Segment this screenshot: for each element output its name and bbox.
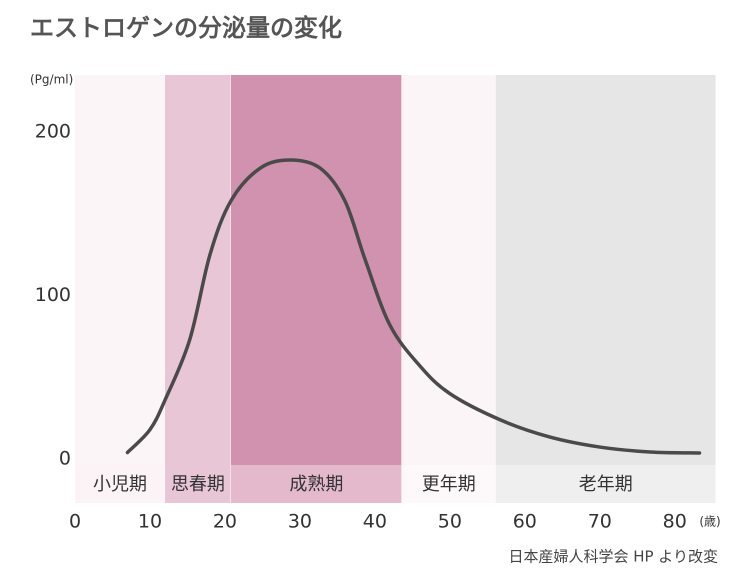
stage-label-bg	[230, 465, 402, 503]
x-tick-label: 30	[288, 511, 312, 533]
x-tick-label: 60	[513, 511, 537, 533]
stage-label: 小児期	[93, 474, 147, 495]
x-tick-label: 80	[663, 511, 687, 533]
stage-band	[401, 75, 496, 465]
stage-band	[495, 75, 716, 465]
x-tick-label: 40	[363, 511, 387, 533]
estrogen-line	[125, 158, 702, 455]
x-tick-label: 0	[69, 511, 81, 533]
stage-label: 思春期	[171, 474, 225, 495]
stage-label: 更年期	[422, 474, 476, 495]
stage-label-bg	[164, 465, 231, 503]
x-tick-label: 20	[213, 511, 237, 533]
x-tick-label: 50	[438, 511, 462, 533]
stage-label-bg	[495, 465, 716, 503]
stage-label: 老年期	[579, 474, 633, 495]
x-unit: (歳)	[699, 515, 720, 529]
y-unit: (Pg/ml)	[30, 73, 73, 87]
x-tick-label: 10	[138, 511, 162, 533]
stage-band	[164, 75, 231, 465]
source-note: 日本産婦人科学会 HP より改変	[508, 548, 718, 566]
stage-label-bg	[75, 465, 165, 503]
chart-title: エストロゲンの分泌量の変化	[30, 14, 342, 42]
y-tick-label: 100	[35, 284, 71, 306]
y-tick-label: 0	[59, 448, 71, 470]
stage-band	[230, 75, 402, 465]
stage-label-bg	[401, 465, 496, 503]
background-layer	[75, 75, 717, 503]
stage-label: 成熟期	[289, 474, 343, 495]
x-tick-label: 70	[588, 511, 612, 533]
stage-band	[75, 75, 165, 465]
y-tick-label: 200	[35, 121, 71, 143]
